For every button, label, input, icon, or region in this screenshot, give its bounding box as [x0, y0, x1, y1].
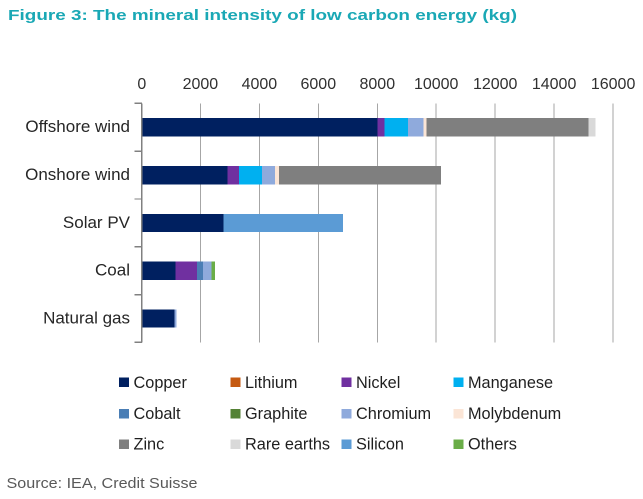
svg-text:Lithium: Lithium: [245, 374, 298, 392]
svg-text:2000: 2000: [183, 76, 219, 93]
svg-text:Figure 3: The mineral intensit: Figure 3: The mineral intensity of low c…: [8, 7, 517, 24]
svg-text:8000: 8000: [360, 76, 396, 93]
svg-text:Onshore wind: Onshore wind: [25, 165, 130, 184]
svg-text:Cobalt: Cobalt: [134, 405, 182, 423]
svg-text:10000: 10000: [414, 76, 459, 93]
svg-text:12000: 12000: [473, 76, 518, 93]
svg-text:Natural gas: Natural gas: [43, 308, 130, 327]
svg-text:Silicon: Silicon: [356, 435, 404, 453]
svg-text:0: 0: [137, 76, 146, 93]
svg-text:Chromium: Chromium: [356, 405, 431, 423]
svg-text:4000: 4000: [242, 76, 278, 93]
svg-text:Manganese: Manganese: [468, 374, 553, 392]
svg-text:14000: 14000: [532, 76, 577, 93]
svg-text:6000: 6000: [301, 76, 337, 93]
svg-text:Coal: Coal: [95, 261, 130, 280]
svg-text:Source: IEA, Credit Suisse: Source: IEA, Credit Suisse: [7, 476, 198, 492]
svg-text:Others: Others: [468, 435, 517, 453]
svg-text:Copper: Copper: [134, 374, 188, 392]
svg-text:Rare earths: Rare earths: [245, 435, 330, 453]
svg-text:Zinc: Zinc: [134, 435, 165, 453]
svg-text:Graphite: Graphite: [245, 405, 307, 423]
svg-text:16000: 16000: [591, 76, 636, 93]
svg-text:Solar PV: Solar PV: [63, 213, 131, 232]
svg-text:Nickel: Nickel: [356, 374, 400, 392]
svg-text:Molybdenum: Molybdenum: [468, 405, 561, 423]
svg-text:Offshore wind: Offshore wind: [25, 117, 130, 136]
